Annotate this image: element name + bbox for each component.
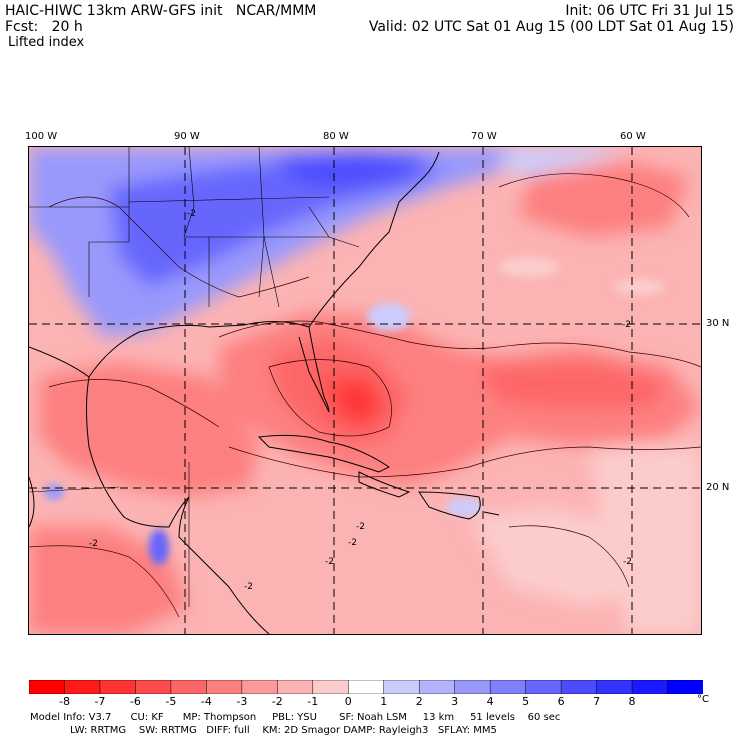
field-name: Lifted index <box>8 35 85 50</box>
contour-label: -2 <box>244 582 253 592</box>
colorbar-swatch <box>667 680 703 694</box>
colorbar-tick-label: -2 <box>271 695 283 708</box>
contour-label: -2 <box>187 209 196 219</box>
colorbar-tick-label: 5 <box>522 695 530 708</box>
coastlines <box>29 151 500 634</box>
contour-label: -2 <box>356 522 365 532</box>
model-info-line2: LW: RRTMG SW: RRTMG DIFF: full KM: 2D Sm… <box>70 725 497 736</box>
colorbar-swatch <box>241 680 279 694</box>
colorbar-unit: °C <box>697 694 709 705</box>
colorbar-tick-label: -8 <box>58 695 70 708</box>
lifted-index-map: -2 -2 -2 -2 -2 -2 -2 -2 <box>28 146 702 635</box>
colorbar-swatch <box>560 680 598 694</box>
colorbar-tick-label: 0 <box>344 695 352 708</box>
forecast-hour: Fcst: 20 h <box>5 19 83 35</box>
contour-label: -2 <box>325 557 334 567</box>
colorbar-swatch <box>64 680 101 694</box>
colorbar-swatch <box>206 680 243 694</box>
lon-label-90w: 90 W <box>174 131 200 142</box>
colorbar-swatch <box>135 680 172 694</box>
colorbar-tick-label: -4 <box>200 695 212 708</box>
colorbar-tick-label: 2 <box>415 695 423 708</box>
colorbar-tick-label: 3 <box>451 695 459 708</box>
contour-label: -2 <box>89 539 98 549</box>
contour-label: -2 <box>348 538 357 548</box>
colorbar-swatch <box>525 680 562 694</box>
colorbar-tick-label: -6 <box>129 695 141 708</box>
colorbar-swatch <box>277 680 314 694</box>
field-blobs <box>29 147 701 634</box>
colorbar-tick-label: -3 <box>236 695 248 708</box>
contours <box>29 173 701 618</box>
colorbar-swatch <box>312 680 350 694</box>
colorbar-swatch <box>418 680 456 694</box>
colorbar-tick-label: -5 <box>165 695 177 708</box>
colorbar-swatch <box>29 680 66 694</box>
init-time: Init: 06 UTC Fri 31 Jul 15 <box>565 3 734 19</box>
model-title: HAIC-HIWC 13km ARW-GFS init NCAR/MMM <box>5 3 317 19</box>
colorbar-tick-label: 6 <box>557 695 565 708</box>
colorbar <box>29 680 703 694</box>
colorbar-tick-label: 8 <box>628 695 636 708</box>
colorbar-swatch <box>454 680 491 694</box>
colorbar-swatch <box>631 680 669 694</box>
lon-label-80w: 80 W <box>323 131 349 142</box>
contour-label: -2 <box>623 557 632 567</box>
graticule <box>29 147 701 634</box>
colorbar-tick-label: 4 <box>486 695 494 708</box>
lat-label-20n: 20 N <box>706 482 730 493</box>
model-info-line1: Model Info: V3.7 CU: KF MP: Thompson PBL… <box>30 712 561 723</box>
colorbar-swatch <box>348 680 385 694</box>
state-borders <box>29 147 360 607</box>
colorbar-swatch <box>170 680 208 694</box>
colorbar-swatch <box>596 680 633 694</box>
colorbar-swatch <box>383 680 420 694</box>
lon-label-60w: 60 W <box>620 131 646 142</box>
lon-label-70w: 70 W <box>471 131 497 142</box>
valid-time: Valid: 02 UTC Sat 01 Aug 15 (00 LDT Sat … <box>368 19 734 35</box>
colorbar-tick-label: 7 <box>593 695 601 708</box>
colorbar-tick-label: 1 <box>380 695 388 708</box>
colorbar-swatch <box>99 680 137 694</box>
colorbar-tick-label: -7 <box>94 695 106 708</box>
lon-label-100w: 100 W <box>25 131 58 142</box>
contour-label: -2 <box>622 320 631 330</box>
lat-label-30n: 30 N <box>706 318 730 329</box>
colorbar-tick-label: -1 <box>307 695 319 708</box>
colorbar-swatch <box>489 680 527 694</box>
